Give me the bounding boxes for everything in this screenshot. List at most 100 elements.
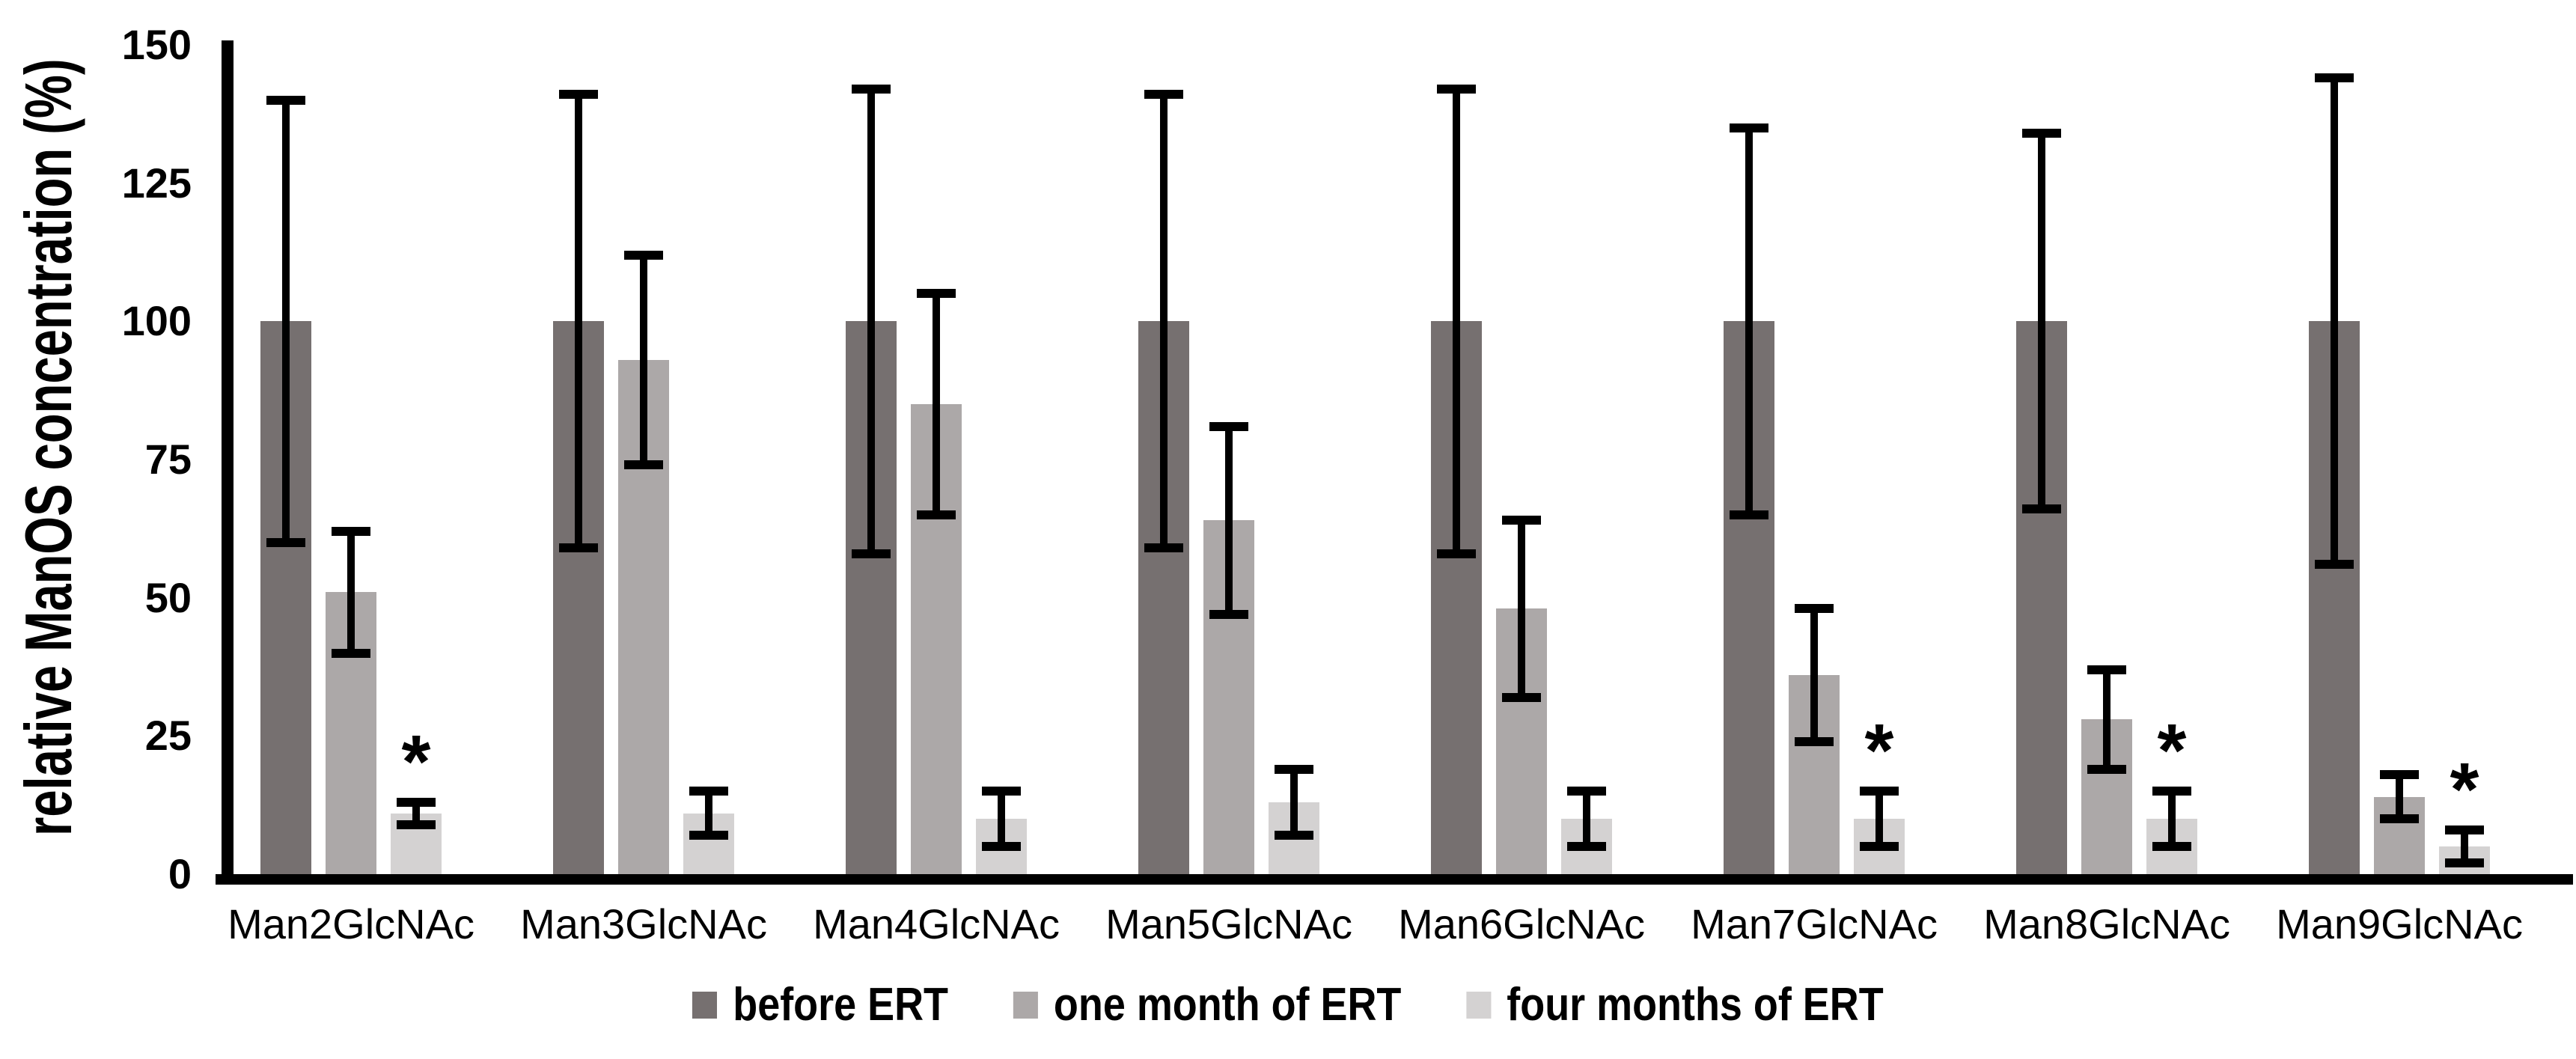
error-bar-cap-bottom [397, 820, 436, 829]
error-bar-cap-top [1860, 787, 1899, 796]
error-bar-cap-bottom [2087, 764, 2126, 774]
error-bar-stem [2168, 791, 2176, 847]
error-bar-cap-top [2445, 825, 2484, 834]
x-category-label-Man3GlcNAc: Man3GlcNAc [520, 900, 767, 947]
error-bar-cap-top [1144, 90, 1183, 100]
error-bar-cap-top [2087, 665, 2126, 674]
error-bar-stem [1160, 94, 1168, 549]
error-bar-stem [1453, 89, 1460, 554]
error-bar-stem [282, 100, 290, 543]
error-bar-stem [933, 293, 940, 515]
legend-label: four months of ERT [1507, 979, 1884, 1031]
error-bar-stem [412, 802, 420, 825]
y-tick-label-100: 100 [121, 297, 192, 345]
legend-item-before-ERT: before ERT [692, 982, 948, 1028]
x-category-label-Man9GlcNAc: Man9GlcNAc [2276, 900, 2523, 947]
error-bar-cap-top [2152, 787, 2191, 796]
x-category-label-Man5GlcNAc: Man5GlcNAc [1105, 900, 1352, 947]
y-axis-line [222, 40, 234, 885]
error-bar-cap-bottom [689, 831, 728, 840]
error-bar-cap-bottom [2315, 560, 2354, 570]
error-bar-cap-top [2022, 129, 2061, 138]
error-bar-cap-top [1437, 85, 1476, 94]
x-category-label-Man6GlcNAc: Man6GlcNAc [1398, 900, 1645, 947]
error-bar-stem [705, 791, 712, 836]
legend-item-four-months-of-ERT: four months of ERT [1466, 979, 1884, 1031]
error-bar-stem [1745, 127, 1753, 515]
error-bar-cap-bottom [1275, 831, 1313, 840]
error-bar-stem [2396, 775, 2403, 820]
error-bar-cap-bottom [624, 460, 663, 470]
error-bar-stem [867, 89, 875, 554]
error-bar-cap-bottom [332, 648, 370, 658]
error-bar-cap-bottom [1209, 609, 1248, 619]
x-category-label-Man4GlcNAc: Man4GlcNAc [813, 900, 1060, 947]
legend-swatch-icon [1013, 992, 1039, 1019]
error-bar-cap-bottom [2445, 858, 2484, 868]
significance-asterisk-Man8GlcNAc: * [2157, 709, 2187, 793]
error-bar-cap-top [266, 95, 305, 105]
error-bar-cap-top [689, 787, 728, 796]
y-tick-label-50: 50 [144, 573, 192, 621]
error-bar-cap-top [852, 85, 891, 94]
error-bar-cap-bottom [1144, 543, 1183, 553]
error-bar-cap-top [1275, 764, 1313, 774]
x-axis-line [216, 874, 2573, 885]
error-bar-cap-bottom [2380, 814, 2419, 824]
error-bar-cap-top [1209, 421, 1248, 431]
error-bar-stem [2461, 829, 2468, 864]
error-bar-cap-top [1567, 787, 1606, 796]
error-bar-cap-bottom [2022, 504, 2061, 514]
error-bar-cap-top [917, 289, 956, 299]
legend-label: one month of ERT [1053, 979, 1402, 1031]
error-bar-cap-bottom [559, 543, 598, 553]
error-bar-cap-bottom [982, 842, 1021, 852]
error-bar-cap-top [1730, 123, 1768, 132]
error-bar-cap-top [397, 797, 436, 807]
error-bar-cap-bottom [1795, 736, 1834, 746]
y-tick-label-150: 150 [121, 21, 192, 68]
error-bar-cap-top [2315, 73, 2354, 83]
error-bar-cap-top [2380, 770, 2419, 780]
error-bar-stem [1810, 608, 1818, 742]
legend-label: before ERT [733, 979, 948, 1031]
error-bar-stem [347, 531, 355, 653]
legend-swatch-icon [692, 992, 718, 1019]
y-tick-label-0: 0 [168, 850, 192, 897]
error-bar-stem [2331, 78, 2338, 565]
error-bar-cap-bottom [2152, 842, 2191, 852]
error-bar-cap-top [559, 90, 598, 100]
significance-asterisk-Man9GlcNAc: * [2450, 747, 2479, 831]
error-bar-cap-bottom [1860, 842, 1899, 852]
error-bar-cap-bottom [1730, 510, 1768, 519]
x-category-label-Man7GlcNAc: Man7GlcNAc [1691, 900, 1938, 947]
error-bar-cap-bottom [917, 510, 956, 519]
y-tick-label-25: 25 [144, 712, 192, 760]
error-bar-stem [1875, 791, 1883, 847]
error-bar-cap-top [624, 250, 663, 260]
significance-asterisk-Man7GlcNAc: * [1864, 709, 1894, 793]
error-bar-cap-bottom [1437, 549, 1476, 558]
error-bar-stem [2103, 669, 2110, 769]
error-bar-cap-top [1502, 516, 1541, 525]
x-category-label-Man8GlcNAc: Man8GlcNAc [1983, 900, 2230, 947]
error-bar-cap-bottom [266, 537, 305, 547]
significance-asterisk-Man2GlcNAc: * [401, 719, 431, 804]
error-bar-stem [2038, 133, 2045, 510]
error-bar-stem [1583, 791, 1590, 847]
x-category-label-Man2GlcNAc: Man2GlcNAc [228, 900, 474, 947]
error-bar-stem [575, 94, 582, 549]
error-bar-stem [998, 791, 1005, 847]
error-bar-cap-bottom [1567, 842, 1606, 852]
legend-item-one-month-of-ERT: one month of ERT [1013, 982, 1401, 1028]
error-bar-cap-bottom [1502, 692, 1541, 702]
error-bar-cap-top [1795, 604, 1834, 614]
error-bar-cap-top [332, 527, 370, 537]
legend-swatch-icon [1466, 992, 1492, 1019]
error-bar-stem [1290, 769, 1298, 836]
error-bar-cap-top [982, 787, 1021, 796]
error-bar-stem [1225, 426, 1233, 614]
legend: before ERT one month of ERT four months of… [168, 977, 2409, 1033]
error-bar-stem [640, 254, 647, 466]
